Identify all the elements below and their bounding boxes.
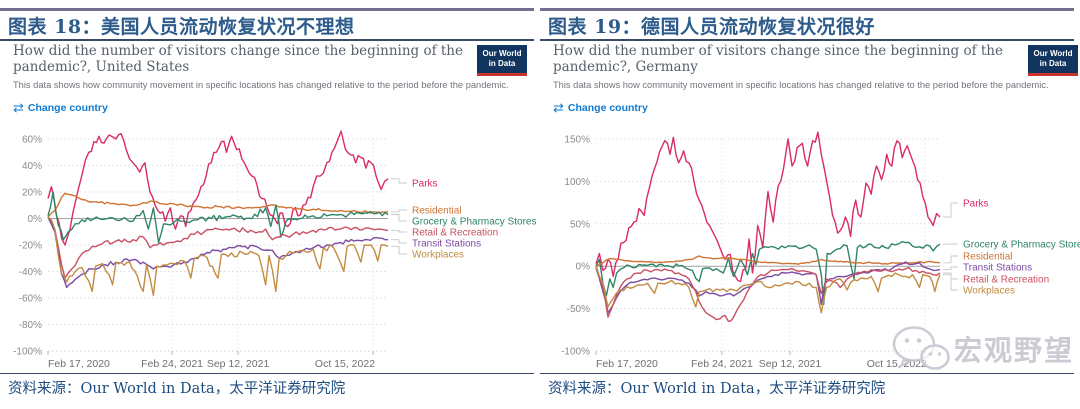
owid-logo-badge: Our World in Data — [477, 45, 527, 76]
swap-arrows-icon: ⇄ — [13, 100, 24, 115]
owid-badge-line1: Our World — [1033, 49, 1073, 58]
svg-text:Grocery & Pharmacy Stores: Grocery & Pharmacy Stores — [412, 217, 536, 228]
svg-text:Sep 12, 2021: Sep 12, 2021 — [759, 358, 822, 370]
wechat-watermark: 宏观野望 — [888, 324, 1074, 374]
svg-text:0%: 0% — [576, 262, 591, 273]
svg-text:Feb 17, 2020: Feb 17, 2020 — [596, 358, 658, 370]
source-divider — [0, 373, 534, 375]
svg-text:60%: 60% — [22, 135, 42, 146]
svg-text:Residential: Residential — [412, 206, 461, 217]
svg-text:Grocery & Pharmacy Stores: Grocery & Pharmacy Stores — [963, 240, 1080, 251]
source-divider — [540, 373, 1074, 375]
svg-text:-40%: -40% — [19, 267, 42, 278]
svg-text:-80%: -80% — [19, 320, 42, 331]
svg-text:20%: 20% — [22, 188, 42, 199]
svg-text:-20%: -20% — [19, 241, 42, 252]
owid-badge-line2: in Data — [488, 59, 516, 68]
svg-text:Retail & Recreation: Retail & Recreation — [412, 228, 498, 239]
svg-text:Feb 24, 2021: Feb 24, 2021 — [141, 358, 203, 370]
swap-arrows-icon: ⇄ — [553, 100, 564, 115]
panel-us: 图表 18：美国人员流动恢复状况不理想 How did the number o… — [0, 8, 537, 397]
owid-badge-line1: Our World — [482, 49, 522, 58]
owid-chart-subtitle-germany: This data shows how community movement i… — [553, 80, 1049, 90]
caption-underline — [0, 39, 534, 41]
owid-logo-badge: Our World in Data — [1028, 45, 1078, 76]
caption-underline — [540, 39, 1074, 41]
svg-text:Retail & Recreation: Retail & Recreation — [963, 275, 1049, 286]
mobility-line-chart-germany: 150% 100% 50% 0% -50% -100% Feb 17, 2020 Feb 24… — [561, 131, 1080, 370]
svg-text:Transit Stations: Transit Stations — [963, 263, 1032, 274]
wechat-icon — [892, 326, 950, 370]
figure-caption-germany: 图表 19：德国人员流动恢复状况很好 — [548, 16, 876, 38]
svg-text:Parks: Parks — [963, 199, 989, 210]
panel-top-divider — [540, 8, 1074, 11]
owid-badge-line2: in Data — [1039, 59, 1067, 68]
change-country-link-germany[interactable]: ⇄ Change country — [553, 101, 648, 114]
svg-text:-50%: -50% — [567, 304, 590, 315]
figure-caption-us: 图表 18：美国人员流动恢复状况不理想 — [8, 16, 355, 38]
watermark-text: 宏观野望 — [954, 334, 1075, 367]
svg-text:Sep 12, 2021: Sep 12, 2021 — [207, 358, 270, 370]
source-line-germany: 资料来源：Our World in Data，太平洋证券研究院 — [548, 381, 886, 397]
svg-text:50%: 50% — [570, 219, 590, 230]
change-country-link-us[interactable]: ⇄ Change country — [13, 101, 108, 114]
source-line-us: 资料来源：Our World in Data，太平洋证券研究院 — [8, 381, 346, 397]
svg-text:Residential: Residential — [963, 252, 1012, 263]
svg-text:40%: 40% — [22, 161, 42, 172]
svg-text:-60%: -60% — [19, 294, 42, 305]
svg-text:Oct 15, 2022: Oct 15, 2022 — [315, 358, 375, 370]
svg-text:-100%: -100% — [561, 347, 590, 358]
panel-germany: 图表 19：德国人员流动恢复状况很好 How did the number of… — [540, 0, 1080, 409]
panel-top-divider — [0, 8, 534, 11]
svg-text:0%: 0% — [28, 214, 43, 225]
owid-chart-title-germany: How did the number of visitors change si… — [553, 43, 1003, 75]
change-country-label: Change country — [27, 101, 108, 114]
owid-chart-title-us: How did the number of visitors change si… — [13, 43, 463, 75]
svg-text:Workplaces: Workplaces — [963, 286, 1015, 297]
change-country-label: Change country — [567, 101, 648, 114]
svg-text:150%: 150% — [564, 135, 590, 146]
svg-text:Parks: Parks — [412, 179, 438, 190]
svg-text:-100%: -100% — [13, 347, 42, 358]
owid-chart-subtitle-us: This data shows how community movement i… — [13, 80, 509, 90]
svg-text:Feb 17, 2020: Feb 17, 2020 — [48, 358, 110, 370]
mobility-line-chart-us: 60% 40% 20% 0% -20% -40% -60% -80% -100% Feb 17, … — [13, 130, 536, 370]
svg-text:Transit Stations: Transit Stations — [412, 239, 481, 250]
svg-text:Workplaces: Workplaces — [412, 250, 464, 261]
svg-text:Feb 24, 2021: Feb 24, 2021 — [691, 358, 753, 370]
svg-text:100%: 100% — [564, 177, 590, 188]
